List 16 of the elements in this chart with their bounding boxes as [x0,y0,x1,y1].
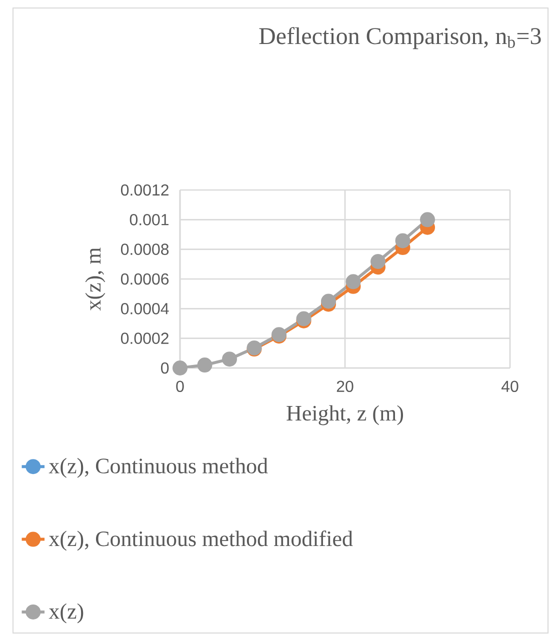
x-axis-title: Height, z (m) [286,405,403,426]
legend-label: x(z), Continuous method modified [48,530,353,551]
y-tick-label: 0 [161,362,169,374]
legend-label: x(z), Continuous method [48,458,268,478]
chart-title: Deflection Comparison, n$_{b}$=3 [259,27,541,50]
y-tick-label: 0.0006 [120,273,169,285]
x-tick-label: 0 [176,380,184,392]
legend-label: x(z) [48,603,84,624]
y-axis-title: x(z), m [85,248,106,311]
y-tick-label: 0.0008 [120,244,169,255]
x-tick-label: 40 [501,380,518,392]
y-tick-label: 0.001 [130,214,168,226]
x-tick-label: 20 [336,380,354,392]
y-tick-label: 0.0012 [120,184,168,196]
y-tick-label: 0.0004 [120,303,169,314]
y-tick-label: 0.0002 [120,332,168,344]
